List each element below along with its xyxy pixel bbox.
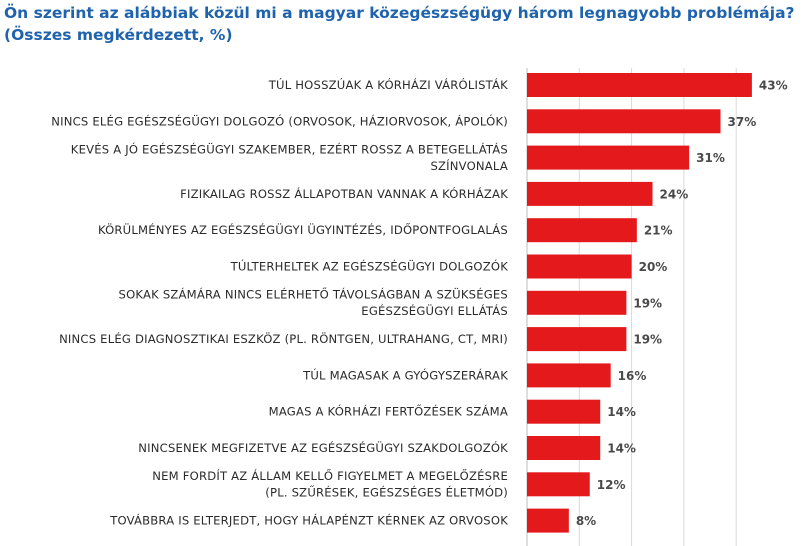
data-label: 19% — [633, 333, 662, 347]
chart-title-line-2: (Összes megkérdezett, %) — [4, 26, 233, 44]
bar — [527, 472, 590, 497]
data-label: 24% — [660, 187, 689, 201]
data-label: 14% — [607, 442, 636, 456]
category-label: NINCS ELÉG DIAGNOSZTIKAI ESZKÖZ (PL. RÖN… — [59, 330, 508, 346]
category-label: TÚL HOSSZÚAK A KÓRHÁZI VÁRÓLISTÁK — [268, 77, 508, 92]
category-label: KÖRÜLMÉNYES AZ EGÉSZSÉGÜGYI ÜGYINTÉZÉS, … — [98, 221, 508, 237]
bar — [527, 436, 601, 460]
category-label: SZÍNVONALA — [430, 158, 508, 173]
bar — [527, 218, 637, 243]
category-label: TÚL MAGASAK A GYÓGYSZERÁRAK — [302, 367, 508, 382]
data-label: 16% — [618, 369, 647, 383]
category-label: FIZIKAILAG ROSSZ ÁLLAPOTBAN VANNAK A KÓR… — [180, 186, 508, 201]
chart-title: Ön szerint az alábbiak közül mi a magyar… — [4, 2, 804, 46]
bar — [527, 73, 752, 97]
category-label: SOKAK SZÁMÁRA NINCS ELÉRHETŐ TÁVOLSÁGBAN… — [119, 286, 508, 302]
category-label: EGÉSZSÉGÜGYI ELLÁTÁS — [361, 302, 508, 318]
bar — [527, 508, 569, 533]
data-label: 31% — [696, 151, 725, 165]
bar — [527, 399, 601, 424]
bar — [527, 290, 627, 315]
data-label: 14% — [607, 405, 636, 419]
data-label: 12% — [597, 478, 626, 492]
bar — [527, 363, 611, 388]
category-label: KEVÉS A JÓ EGÉSZSÉGÜGYI SZAKEMBER, EZÉRT… — [71, 140, 508, 156]
category-label: NINCS ELÉG EGÉSZSÉGÜGYI DOLGOZÓ (ORVOSOK… — [51, 112, 508, 128]
bar — [527, 145, 690, 170]
data-label: 37% — [728, 115, 757, 129]
data-label: 43% — [759, 79, 788, 93]
data-label: 19% — [633, 296, 662, 310]
bar — [527, 181, 653, 206]
bar — [527, 109, 721, 134]
category-label: (PL. SZŰRÉSEK, EGÉSZSÉGES ÉLETMÓD) — [265, 485, 508, 500]
category-label: MAGAS A KÓRHÁZI FERTŐZÉSEK SZÁMA — [269, 404, 508, 419]
bar — [527, 327, 627, 352]
category-label: NINCSENEK MEGFIZETVE AZ EGÉSZSÉGÜGYI SZA… — [138, 439, 508, 455]
data-label: 20% — [639, 260, 668, 274]
category-label: NEM FORDÍT AZ ÁLLAM KELLŐ FIGYELMET A ME… — [152, 468, 508, 483]
category-label: TOVÁBBRA IS ELTERJEDT, HOGY HÁLAPÉNZT KÉ… — [109, 513, 508, 528]
bar — [527, 254, 632, 279]
chart-title-line-1: Ön szerint az alábbiak közül mi a magyar… — [4, 4, 795, 22]
data-label: 8% — [576, 514, 596, 528]
data-label: 21% — [644, 224, 673, 238]
category-label: TÚLTERHELTEK AZ EGÉSZSÉGÜGYI DOLGOZÓK — [230, 258, 509, 274]
